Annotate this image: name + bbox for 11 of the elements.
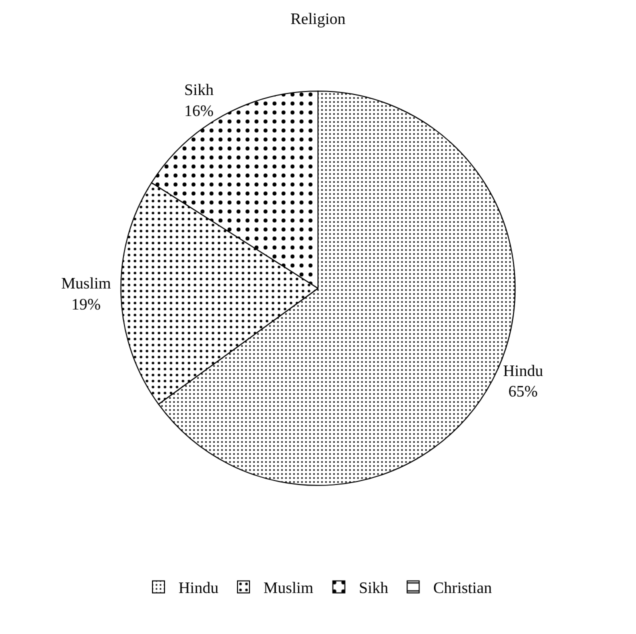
data-label: 65% [508, 384, 538, 401]
legend-label: Hindu [178, 580, 218, 598]
legend-label: Sikh [358, 580, 388, 598]
slice-label: Muslim [61, 276, 112, 293]
legend-label: Muslim [264, 580, 314, 598]
data-label: 16% [184, 102, 214, 120]
slice-label: Hindu [503, 362, 544, 380]
data-label: 19% [71, 296, 101, 314]
legend-label: Christian [433, 580, 492, 598]
slice-label: Sikh [184, 82, 214, 100]
chart-title: Religion [290, 10, 346, 28]
